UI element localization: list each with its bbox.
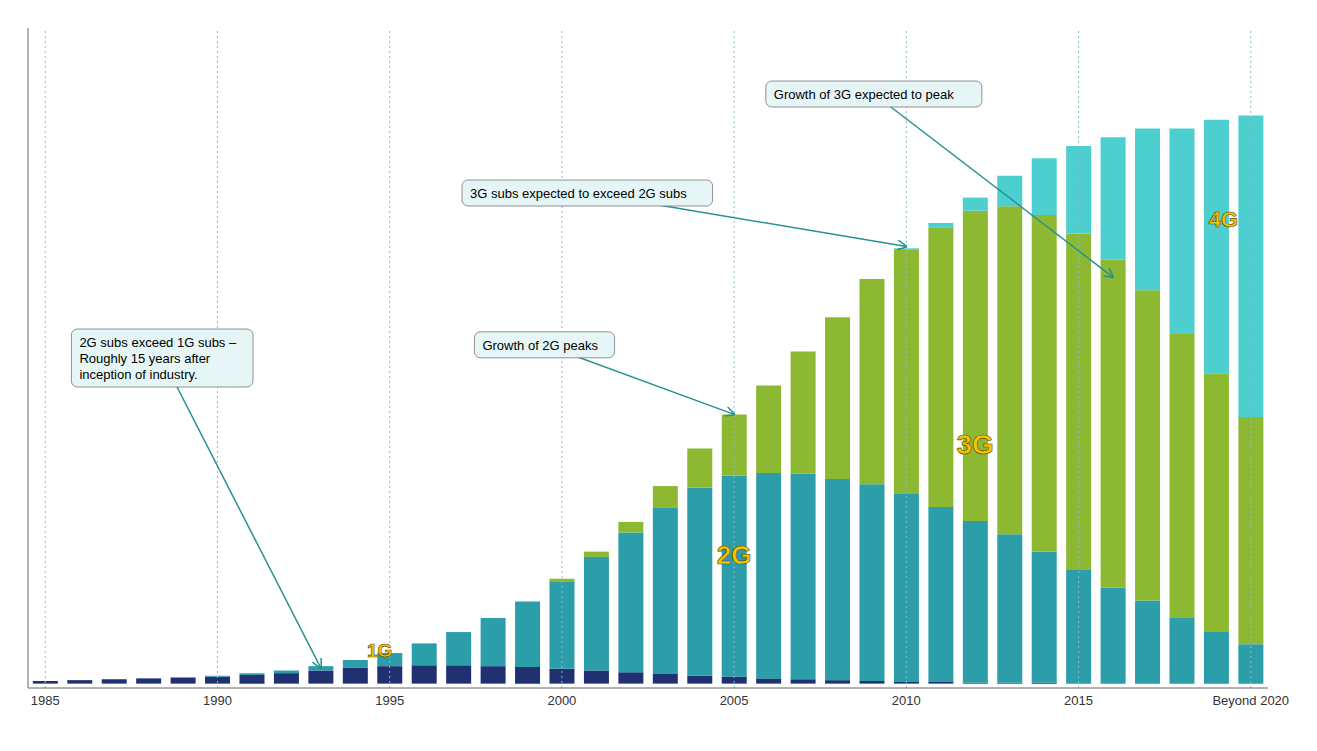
svg-text:3G subs expected to exceed 2G: 3G subs expected to exceed 2G subs bbox=[470, 186, 687, 201]
svg-text:2G: 2G bbox=[717, 540, 752, 570]
svg-text:2G subs exceed 1G subs –Roughl: 2G subs exceed 1G subs –Roughly 15 years… bbox=[79, 335, 237, 382]
svg-text:2015: 2015 bbox=[1064, 693, 1093, 708]
svg-text:Beyond 2020: Beyond 2020 bbox=[1212, 693, 1289, 708]
svg-text:2005: 2005 bbox=[720, 693, 749, 708]
svg-text:Growth of 2G peaks: Growth of 2G peaks bbox=[482, 338, 598, 353]
svg-text:1995: 1995 bbox=[375, 693, 404, 708]
svg-text:4G: 4G bbox=[1209, 207, 1238, 232]
svg-text:2000: 2000 bbox=[547, 693, 576, 708]
svg-text:Growth of 3G expected to peak: Growth of 3G expected to peak bbox=[774, 87, 954, 102]
svg-text:3G: 3G bbox=[957, 429, 994, 460]
svg-text:1G: 1G bbox=[367, 640, 392, 661]
svg-text:1990: 1990 bbox=[203, 693, 232, 708]
svg-text:2010: 2010 bbox=[892, 693, 921, 708]
svg-text:1985: 1985 bbox=[31, 693, 60, 708]
